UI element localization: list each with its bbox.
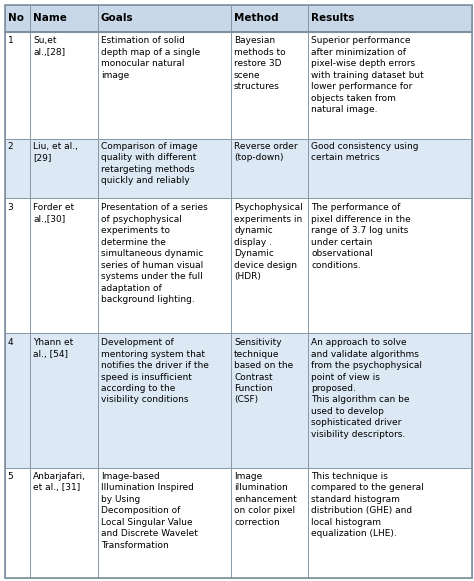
Text: Image
illumination
enhancement
on color pixel
correction: Image illumination enhancement on color … [234,472,297,527]
Bar [308,139,472,198]
Bar [231,198,308,333]
Bar [308,198,472,333]
Text: 1: 1 [8,37,13,45]
Bar [231,32,308,139]
Bar [5,468,30,578]
Text: Estimation of solid
depth map of a single
monocular natural
image: Estimation of solid depth map of a singl… [101,37,200,80]
Text: Psychophysical
experiments in
dynamic
display .
Dynamic
device design
(HDR): Psychophysical experiments in dynamic di… [234,203,303,281]
Text: Anbarjafari,
et al., [31]: Anbarjafari, et al., [31] [33,472,86,493]
Bar [5,139,30,198]
Bar [308,5,472,32]
Text: 5: 5 [8,472,13,481]
Bar [5,333,30,468]
Text: Su,et
al.,[28]: Su,et al.,[28] [33,37,65,57]
Bar [30,5,98,32]
Bar [5,5,30,32]
Text: Forder et
al.,[30]: Forder et al.,[30] [33,203,74,224]
Text: Name: Name [33,13,67,23]
Text: The performance of
pixel difference in the
range of 3.7 log units
under certain
: The performance of pixel difference in t… [311,203,411,270]
Text: Superior performance
after minimization of
pixel-wise depth errors
with training: Superior performance after minimization … [311,37,424,114]
Text: Method: Method [234,13,279,23]
Text: Presentation of a series
of psychophysical
experiments to
determine the
simultan: Presentation of a series of psychophysic… [101,203,208,304]
Bar [30,198,98,333]
Text: Good consistency using
certain metrics: Good consistency using certain metrics [311,142,419,162]
Bar [30,333,98,468]
Bar [98,32,231,139]
Bar [30,468,98,578]
Text: Comparison of image
quality with different
retargeting methods
quickly and relia: Comparison of image quality with differe… [101,142,198,185]
Text: Bayesian
methods to
restore 3D
scene
structures: Bayesian methods to restore 3D scene str… [234,37,286,91]
Bar [98,5,231,32]
Bar [5,198,30,333]
Bar [231,333,308,468]
Text: Yhann et
al., [54]: Yhann et al., [54] [33,338,73,358]
Bar [231,139,308,198]
Text: 2: 2 [8,142,13,150]
Bar [231,468,308,578]
Text: No: No [8,13,24,23]
Text: An approach to solve
and validate algorithms
from the psychophysical
point of vi: An approach to solve and validate algori… [311,338,422,439]
Text: This technique is
compared to the general
standard histogram
distribution (GHE) : This technique is compared to the genera… [311,472,424,538]
Text: Results: Results [311,13,355,23]
Bar [98,198,231,333]
Bar [308,333,472,468]
Bar [98,139,231,198]
Bar [98,333,231,468]
Text: Development of
mentoring system that
notifies the driver if the
speed is insuffi: Development of mentoring system that not… [101,338,209,404]
Text: Image-based
Illumination Inspired
by Using
Decomposition of
Local Singular Value: Image-based Illumination Inspired by Usi… [101,472,198,550]
Bar [308,32,472,139]
Bar [231,5,308,32]
Text: 3: 3 [8,203,13,213]
Text: 4: 4 [8,338,13,347]
Bar [5,32,30,139]
Bar [30,139,98,198]
Text: Sensitivity
technique
based on the
Contrast
Function
(CSF): Sensitivity technique based on the Contr… [234,338,293,404]
Text: Liu, et al.,
[29]: Liu, et al., [29] [33,142,78,162]
Bar [308,468,472,578]
Text: Goals: Goals [101,13,134,23]
Bar [30,32,98,139]
Text: Reverse order
(top-down): Reverse order (top-down) [234,142,298,162]
Bar [98,468,231,578]
